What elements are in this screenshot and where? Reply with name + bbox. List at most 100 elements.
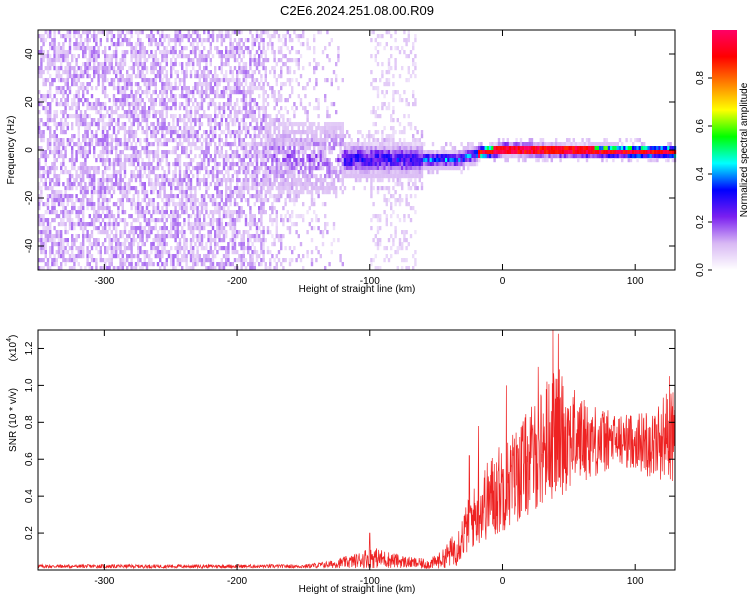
heatmap-cell: [77, 74, 80, 79]
heatmap-cell: [148, 158, 151, 163]
heatmap-cell: [361, 134, 364, 139]
heatmap-cell: [218, 238, 221, 243]
heatmap-cell: [163, 106, 166, 111]
heatmap-cell: [181, 146, 184, 151]
heatmap-cell: [236, 210, 239, 215]
heatmap-cell: [205, 66, 208, 71]
heatmap-cell: [79, 154, 83, 159]
heatmap-cell: [165, 162, 168, 167]
heatmap-cell: [181, 62, 184, 67]
heatmap-cell: [233, 170, 237, 175]
heatmap-cell: [145, 118, 149, 123]
heatmap-cell: [216, 122, 219, 127]
heatmap-cell: [363, 174, 366, 179]
heatmap-cell: [266, 246, 270, 251]
heatmap-cell: [200, 94, 204, 99]
heatmap-cell: [128, 118, 131, 123]
heatmap-cell: [97, 226, 100, 231]
heatmap-cell: [286, 98, 289, 103]
heatmap-cell: [236, 146, 239, 151]
heatmap-cell: [172, 254, 175, 259]
heatmap-cell: [271, 162, 274, 167]
heatmap-cell: [108, 62, 111, 67]
heatmap-cell: [117, 82, 120, 87]
heatmap-cell: [187, 194, 190, 199]
heatmap-cell: [64, 130, 67, 135]
heatmap-cell: [53, 142, 56, 147]
heatmap-cell: [238, 218, 241, 223]
heatmap-cell: [46, 126, 50, 131]
heatmap-cell: [205, 142, 208, 147]
heatmap-cell: [183, 258, 186, 263]
heatmap-cell: [156, 262, 160, 267]
heatmap-cell: [115, 58, 118, 63]
heatmap-cell: [77, 146, 80, 151]
heatmap-cell: [134, 58, 138, 63]
heatmap-cell: [55, 242, 58, 247]
heatmap-cell: [71, 98, 74, 103]
heatmap-cell: [77, 54, 80, 59]
heatmap-cell: [218, 138, 221, 143]
heatmap-cell: [176, 222, 179, 227]
heatmap-cell: [346, 154, 349, 159]
heatmap-cell: [247, 46, 250, 51]
heatmap-cell: [53, 154, 56, 159]
heatmap-cell: [326, 182, 329, 187]
heatmap-cell: [220, 154, 223, 159]
heatmap-cell: [60, 122, 63, 127]
heatmap-cell: [376, 86, 380, 91]
heatmap-cell: [203, 66, 206, 71]
heatmap-cell: [238, 142, 241, 147]
heatmap-cell: [302, 130, 305, 135]
heatmap-cell: [317, 186, 320, 191]
heatmap-cell: [216, 210, 219, 215]
heatmap-cell: [119, 34, 122, 39]
heatmap-cell: [269, 122, 272, 127]
heatmap-cell: [82, 62, 85, 67]
heatmap-cell: [123, 242, 127, 247]
heatmap-cell: [170, 194, 173, 199]
heatmap-cell: [137, 190, 140, 195]
heatmap-cell: [306, 174, 309, 179]
heatmap-cell: [174, 62, 177, 67]
heatmap-cell: [53, 182, 56, 187]
heatmap-cell: [198, 114, 201, 119]
heatmap-cell: [372, 122, 375, 127]
heatmap-cell: [137, 98, 140, 103]
heatmap-cell: [249, 30, 252, 35]
heatmap-cell: [106, 198, 109, 203]
heatmap-cell: [156, 150, 160, 155]
heatmap-cell: [277, 186, 281, 191]
heatmap-cell: [82, 170, 85, 175]
heatmap-cell: [304, 138, 307, 143]
heatmap-cell: [49, 82, 52, 87]
heatmap-cell: [104, 70, 107, 75]
heatmap-cell: [42, 54, 45, 59]
heatmap-cell: [117, 162, 120, 167]
heatmap-cell: [123, 90, 127, 95]
heatmap-cell: [57, 30, 61, 35]
heatmap-cell: [242, 118, 245, 123]
heatmap-cell: [93, 206, 96, 211]
heatmap-cell: [365, 134, 369, 139]
heatmap-cell: [225, 178, 228, 183]
heatmap-cell: [104, 74, 107, 79]
heatmap-cell: [258, 34, 261, 39]
heatmap-cell: [46, 154, 50, 159]
heatmap-cell: [192, 130, 195, 135]
heatmap-cell: [134, 154, 138, 159]
heatmap-cell: [117, 214, 120, 219]
heatmap-cell: [71, 158, 74, 163]
heatmap-cell: [172, 162, 175, 167]
heatmap-cell: [77, 142, 80, 147]
heatmap-cell: [251, 250, 254, 255]
heatmap-cell: [172, 114, 175, 119]
heatmap-cell: [321, 142, 325, 147]
heatmap-cell: [330, 250, 333, 255]
heatmap-cell: [240, 118, 243, 123]
heatmap-cell: [64, 122, 67, 127]
heatmap-cell: [251, 182, 254, 187]
heatmap-cell: [260, 54, 263, 59]
heatmap-cell: [174, 162, 177, 167]
heatmap-cell: [260, 142, 263, 147]
